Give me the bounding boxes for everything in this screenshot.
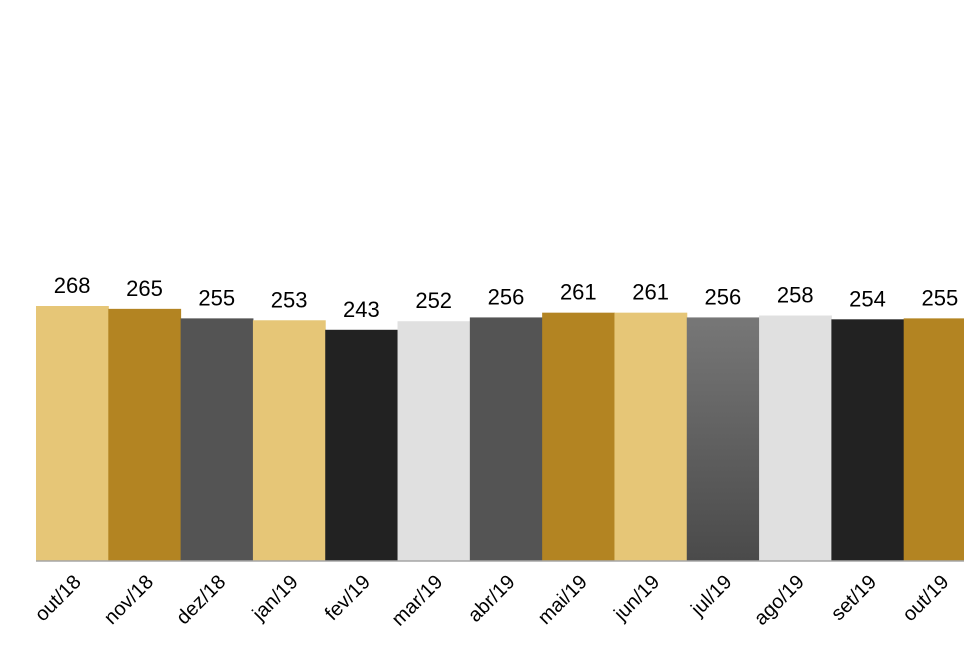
x-tick-label: mai/19 bbox=[534, 571, 592, 629]
value-label: 252 bbox=[415, 288, 452, 313]
bar-jan-19 bbox=[252, 320, 326, 561]
bar-abr-19 bbox=[469, 317, 543, 561]
x-tick-label: jun/19 bbox=[609, 571, 664, 626]
x-tick-label: jan/19 bbox=[248, 571, 303, 626]
x-tick-label: out/19 bbox=[899, 571, 954, 626]
bar-out-18 bbox=[36, 306, 109, 561]
value-label: 253 bbox=[271, 287, 308, 312]
value-label: 258 bbox=[777, 283, 814, 308]
x-tick-label: mar/19 bbox=[388, 571, 448, 631]
bar-out-19 bbox=[903, 318, 964, 561]
x-tick-label: ago/19 bbox=[750, 571, 809, 630]
x-tick-label: dez/18 bbox=[172, 571, 230, 629]
x-tick-label: jul/19 bbox=[686, 571, 736, 621]
x-tick-label: fev/19 bbox=[321, 571, 375, 625]
bar-mai-19 bbox=[542, 312, 615, 561]
bar-mar-19 bbox=[397, 321, 471, 561]
x-tick-labels-group: out/18 nov/18 dez/18 jan/19 fev/19 mar/19 abr/… bbox=[31, 571, 954, 631]
bar-dez-18 bbox=[180, 318, 254, 561]
bar-set-19 bbox=[831, 319, 905, 561]
bar-ago-19 bbox=[759, 315, 832, 561]
x-tick-label: out/18 bbox=[31, 571, 86, 626]
value-label: 256 bbox=[488, 284, 525, 309]
bars-group bbox=[36, 306, 964, 561]
value-label: 261 bbox=[560, 280, 597, 305]
value-label: 255 bbox=[921, 285, 958, 310]
x-tick-label: abr/19 bbox=[464, 571, 520, 627]
value-label: 261 bbox=[632, 280, 669, 305]
value-label: 254 bbox=[849, 286, 886, 311]
value-label: 256 bbox=[705, 284, 742, 309]
value-labels-group: 268 265 255 253 243 252 256 261 261 256 258 254 255 bbox=[54, 273, 958, 322]
value-label: 255 bbox=[198, 285, 235, 310]
bar-fev-19 bbox=[325, 329, 399, 561]
value-label: 268 bbox=[54, 273, 91, 298]
value-label: 243 bbox=[343, 297, 380, 322]
bar-jun-19 bbox=[614, 312, 688, 561]
value-label: 265 bbox=[126, 276, 163, 301]
bar-jul-19 bbox=[686, 317, 760, 561]
x-tick-label: nov/18 bbox=[100, 571, 158, 629]
x-tick-label: set/19 bbox=[827, 571, 881, 625]
bar-nov-18 bbox=[108, 308, 182, 561]
